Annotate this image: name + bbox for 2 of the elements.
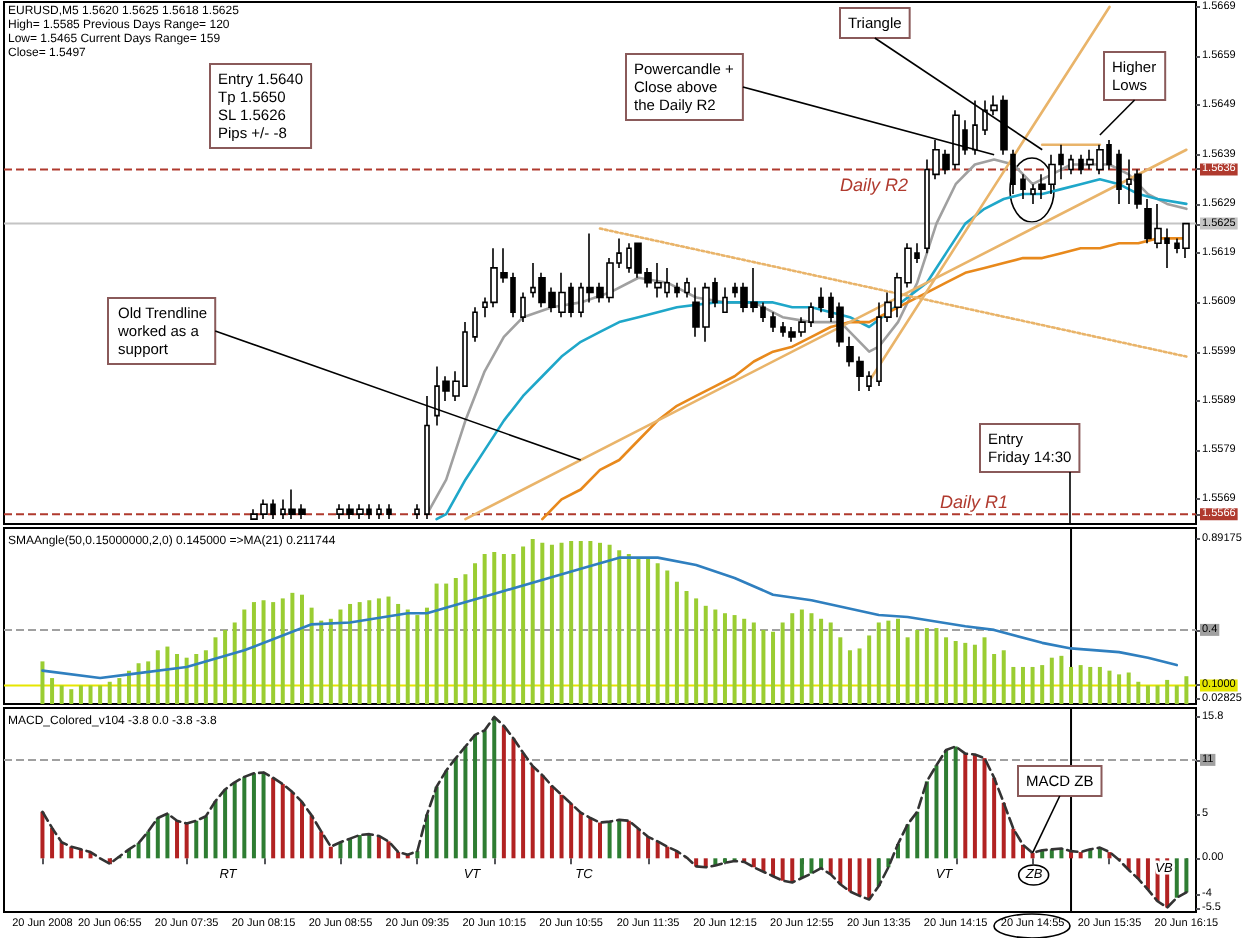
- ref-line-label: Daily R1: [940, 492, 1009, 513]
- ref-line-label: Daily R2: [840, 175, 909, 196]
